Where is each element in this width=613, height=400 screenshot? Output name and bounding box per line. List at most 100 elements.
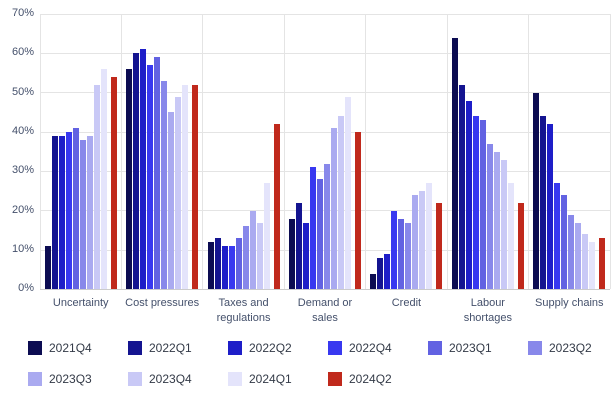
legend-item-2022Q4: 2022Q4 <box>328 341 392 355</box>
y-axis-tick-label: 20% <box>11 203 34 216</box>
legend-item-2023Q2: 2023Q2 <box>528 341 592 355</box>
gridline-vertical <box>446 14 448 290</box>
y-axis-tick-label: 0% <box>18 282 34 295</box>
gridline-vertical <box>528 14 530 290</box>
legend-label: 2022Q1 <box>149 341 192 355</box>
bar-2023Q3 <box>168 112 175 290</box>
bar-2024Q1 <box>263 183 270 290</box>
bar-2024Q2 <box>436 202 443 290</box>
bar-group-taxes-and-regulations <box>203 14 284 290</box>
bar-2023Q1 <box>561 194 568 290</box>
bar-2023Q4 <box>93 84 100 290</box>
bar-2022Q4 <box>391 210 398 290</box>
bar-2023Q3 <box>412 194 419 290</box>
legend-label: 2023Q3 <box>49 372 92 386</box>
bar-2023Q2 <box>161 80 168 290</box>
bar-2022Q2 <box>384 253 391 290</box>
bar-2023Q4 <box>175 96 182 290</box>
bar-2023Q1 <box>398 218 405 290</box>
bar-2023Q3 <box>86 135 93 290</box>
legend-swatch <box>328 372 342 386</box>
bar-2024Q1 <box>182 84 189 290</box>
bar-2022Q4 <box>554 183 561 290</box>
gridline-vertical <box>120 14 122 290</box>
bar-2023Q1 <box>316 179 323 290</box>
bar-2024Q2 <box>273 124 280 290</box>
bar-2021Q4 <box>451 37 458 290</box>
gridline-horizontal <box>40 13 610 15</box>
bar-2022Q1 <box>133 53 140 290</box>
bar-2024Q1 <box>507 183 514 290</box>
bar-2022Q1 <box>458 84 465 290</box>
legend-label: 2024Q1 <box>249 372 292 386</box>
legend-label: 2021Q4 <box>49 341 92 355</box>
bar-2021Q4 <box>207 242 214 290</box>
legend-label: 2022Q2 <box>249 341 292 355</box>
bar-2023Q2 <box>242 226 249 290</box>
bar-2023Q4 <box>256 222 263 290</box>
y-axis-tick-label: 40% <box>11 125 34 138</box>
bar-2021Q4 <box>288 218 295 290</box>
bar-2021Q4 <box>370 273 377 290</box>
x-axis-category-label: Labour shortages <box>463 297 512 324</box>
bar-2024Q1 <box>100 69 107 290</box>
bar-2022Q4 <box>147 65 154 290</box>
bar-2023Q2 <box>486 143 493 290</box>
bar-2022Q4 <box>65 132 72 290</box>
legend-item-2023Q3: 2023Q3 <box>28 372 92 386</box>
x-axis-category-label: Taxes and regulations <box>216 297 271 324</box>
bar-group-credit <box>366 14 447 290</box>
bar-group-uncertainty <box>40 14 121 290</box>
legend-label: 2024Q2 <box>349 372 392 386</box>
x-axis-category-label: Uncertainty <box>52 297 109 310</box>
bar-2023Q1 <box>154 57 161 290</box>
bar-2022Q4 <box>309 167 316 290</box>
legend-swatch <box>28 372 42 386</box>
bar-2022Q2 <box>221 246 228 290</box>
bar-2022Q1 <box>377 257 384 290</box>
legend-swatch <box>328 341 342 355</box>
bar-2023Q3 <box>330 128 337 290</box>
legend-label: 2023Q1 <box>449 341 492 355</box>
bar-2024Q1 <box>589 242 596 290</box>
legend-swatch <box>128 372 142 386</box>
bar-2023Q3 <box>493 151 500 290</box>
bar-2023Q1 <box>479 120 486 290</box>
x-axis-category-label: Credit <box>391 297 422 310</box>
bar-2022Q1 <box>51 135 58 290</box>
y-axis-tick-label: 30% <box>11 164 34 177</box>
y-axis-tick-label: 70% <box>11 7 34 19</box>
legend-label: 2023Q2 <box>549 341 592 355</box>
bar-2024Q1 <box>426 183 433 290</box>
legend-swatch <box>228 341 242 355</box>
legend-item-2022Q2: 2022Q2 <box>228 341 292 355</box>
bar-2024Q2 <box>517 202 524 290</box>
gridline-horizontal <box>40 52 610 54</box>
bar-2023Q3 <box>249 210 256 290</box>
gridline-vertical <box>365 14 367 290</box>
legend-item-2024Q1: 2024Q1 <box>228 372 292 386</box>
bar-2024Q1 <box>344 96 351 290</box>
x-axis-category-label: Demand or sales <box>297 297 353 324</box>
x-axis-category-label: Cost pressures <box>125 297 200 310</box>
bar-2022Q4 <box>472 116 479 290</box>
bar-2023Q2 <box>568 214 575 290</box>
legend-swatch <box>128 341 142 355</box>
bar-2022Q2 <box>465 100 472 290</box>
gridline-vertical <box>283 14 285 290</box>
y-axis-tick-label: 50% <box>11 85 34 98</box>
bar-2022Q2 <box>547 124 554 290</box>
gridline-vertical <box>609 14 611 290</box>
bar-2023Q4 <box>419 191 426 290</box>
bar-group-cost-pressures <box>121 14 202 290</box>
bar-2021Q4 <box>533 92 540 290</box>
bar-2023Q1 <box>235 238 242 290</box>
bar-2023Q1 <box>72 128 79 290</box>
legend-item-2021Q4: 2021Q4 <box>28 341 92 355</box>
bar-2023Q3 <box>575 222 582 290</box>
bar-group-demand-or-sales <box>284 14 365 290</box>
bar-2023Q2 <box>323 163 330 290</box>
legend-item-2024Q2: 2024Q2 <box>328 372 392 386</box>
bar-2022Q1 <box>295 202 302 290</box>
bar-2023Q2 <box>79 139 86 290</box>
